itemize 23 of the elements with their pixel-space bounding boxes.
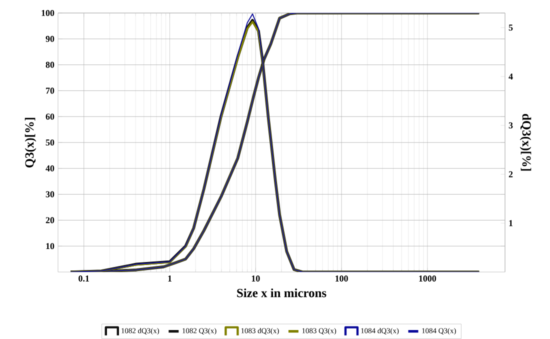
y-tick-label: 100 [42, 10, 54, 16]
y-tick-label: 20 [46, 217, 54, 224]
x-tick-label: 100 [336, 276, 348, 282]
y2-tick-label: 4 [508, 74, 513, 80]
y-tick-label: 80 [46, 62, 54, 68]
y2-tick-label: 3 [508, 122, 513, 128]
x-axis-title: Size x in microns [237, 288, 326, 298]
y-tick-label: 50 [46, 139, 54, 146]
y2-tick-label: 2 [508, 171, 513, 178]
y2-tick-label: 1 [509, 220, 513, 226]
y-tick-label: 40 [46, 165, 54, 172]
y-tick-label: 30 [46, 191, 54, 198]
y2-tick-label: 5 [508, 24, 513, 31]
y-tick-label: 60 [46, 114, 54, 120]
y2-axis-title: dQ3(x)[%] [520, 114, 532, 171]
x-tick-label: 0.1 [78, 276, 89, 282]
y-tick-label: 90 [46, 36, 54, 42]
y-axis-title: Q3(x)[%] [24, 118, 36, 168]
x-tick-label: 1 [168, 276, 172, 282]
y-tick-label: 10 [46, 243, 54, 250]
x-tick-label: 1000 [419, 276, 436, 282]
y-tick-label: 70 [46, 88, 54, 94]
x-tick-label: 10 [252, 276, 260, 282]
